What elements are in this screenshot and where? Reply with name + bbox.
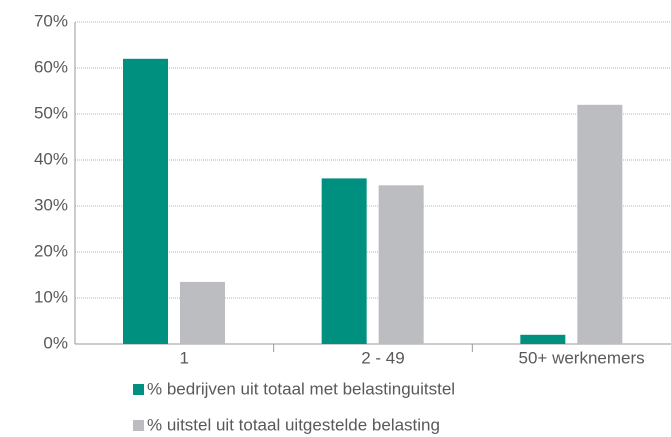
y-tick-label: 40% bbox=[34, 149, 68, 168]
x-tick-label: 50+ werknemers bbox=[519, 348, 645, 367]
y-tick-label: 30% bbox=[34, 195, 68, 214]
y-tick-label: 20% bbox=[34, 241, 68, 260]
bar bbox=[321, 178, 367, 344]
y-tick-label: 70% bbox=[34, 11, 68, 30]
legend-swatch bbox=[133, 420, 144, 431]
bar bbox=[520, 334, 566, 344]
y-tick-label: 60% bbox=[34, 57, 68, 76]
x-tick-label: 1 bbox=[180, 348, 189, 367]
y-tick-label: 0% bbox=[43, 333, 68, 352]
x-tick-label: 2 - 49 bbox=[361, 348, 404, 367]
legend-swatch bbox=[133, 384, 144, 395]
bar bbox=[378, 185, 424, 344]
bar bbox=[180, 281, 225, 344]
bar bbox=[577, 104, 623, 344]
legend-label: % uitstel uit totaal uitgestelde belasti… bbox=[147, 415, 440, 434]
bar bbox=[123, 58, 168, 345]
y-tick-label: 10% bbox=[34, 287, 68, 306]
legend-label: % bedrijven uit totaal met belastinguits… bbox=[147, 379, 455, 398]
y-tick-label: 50% bbox=[34, 103, 68, 122]
